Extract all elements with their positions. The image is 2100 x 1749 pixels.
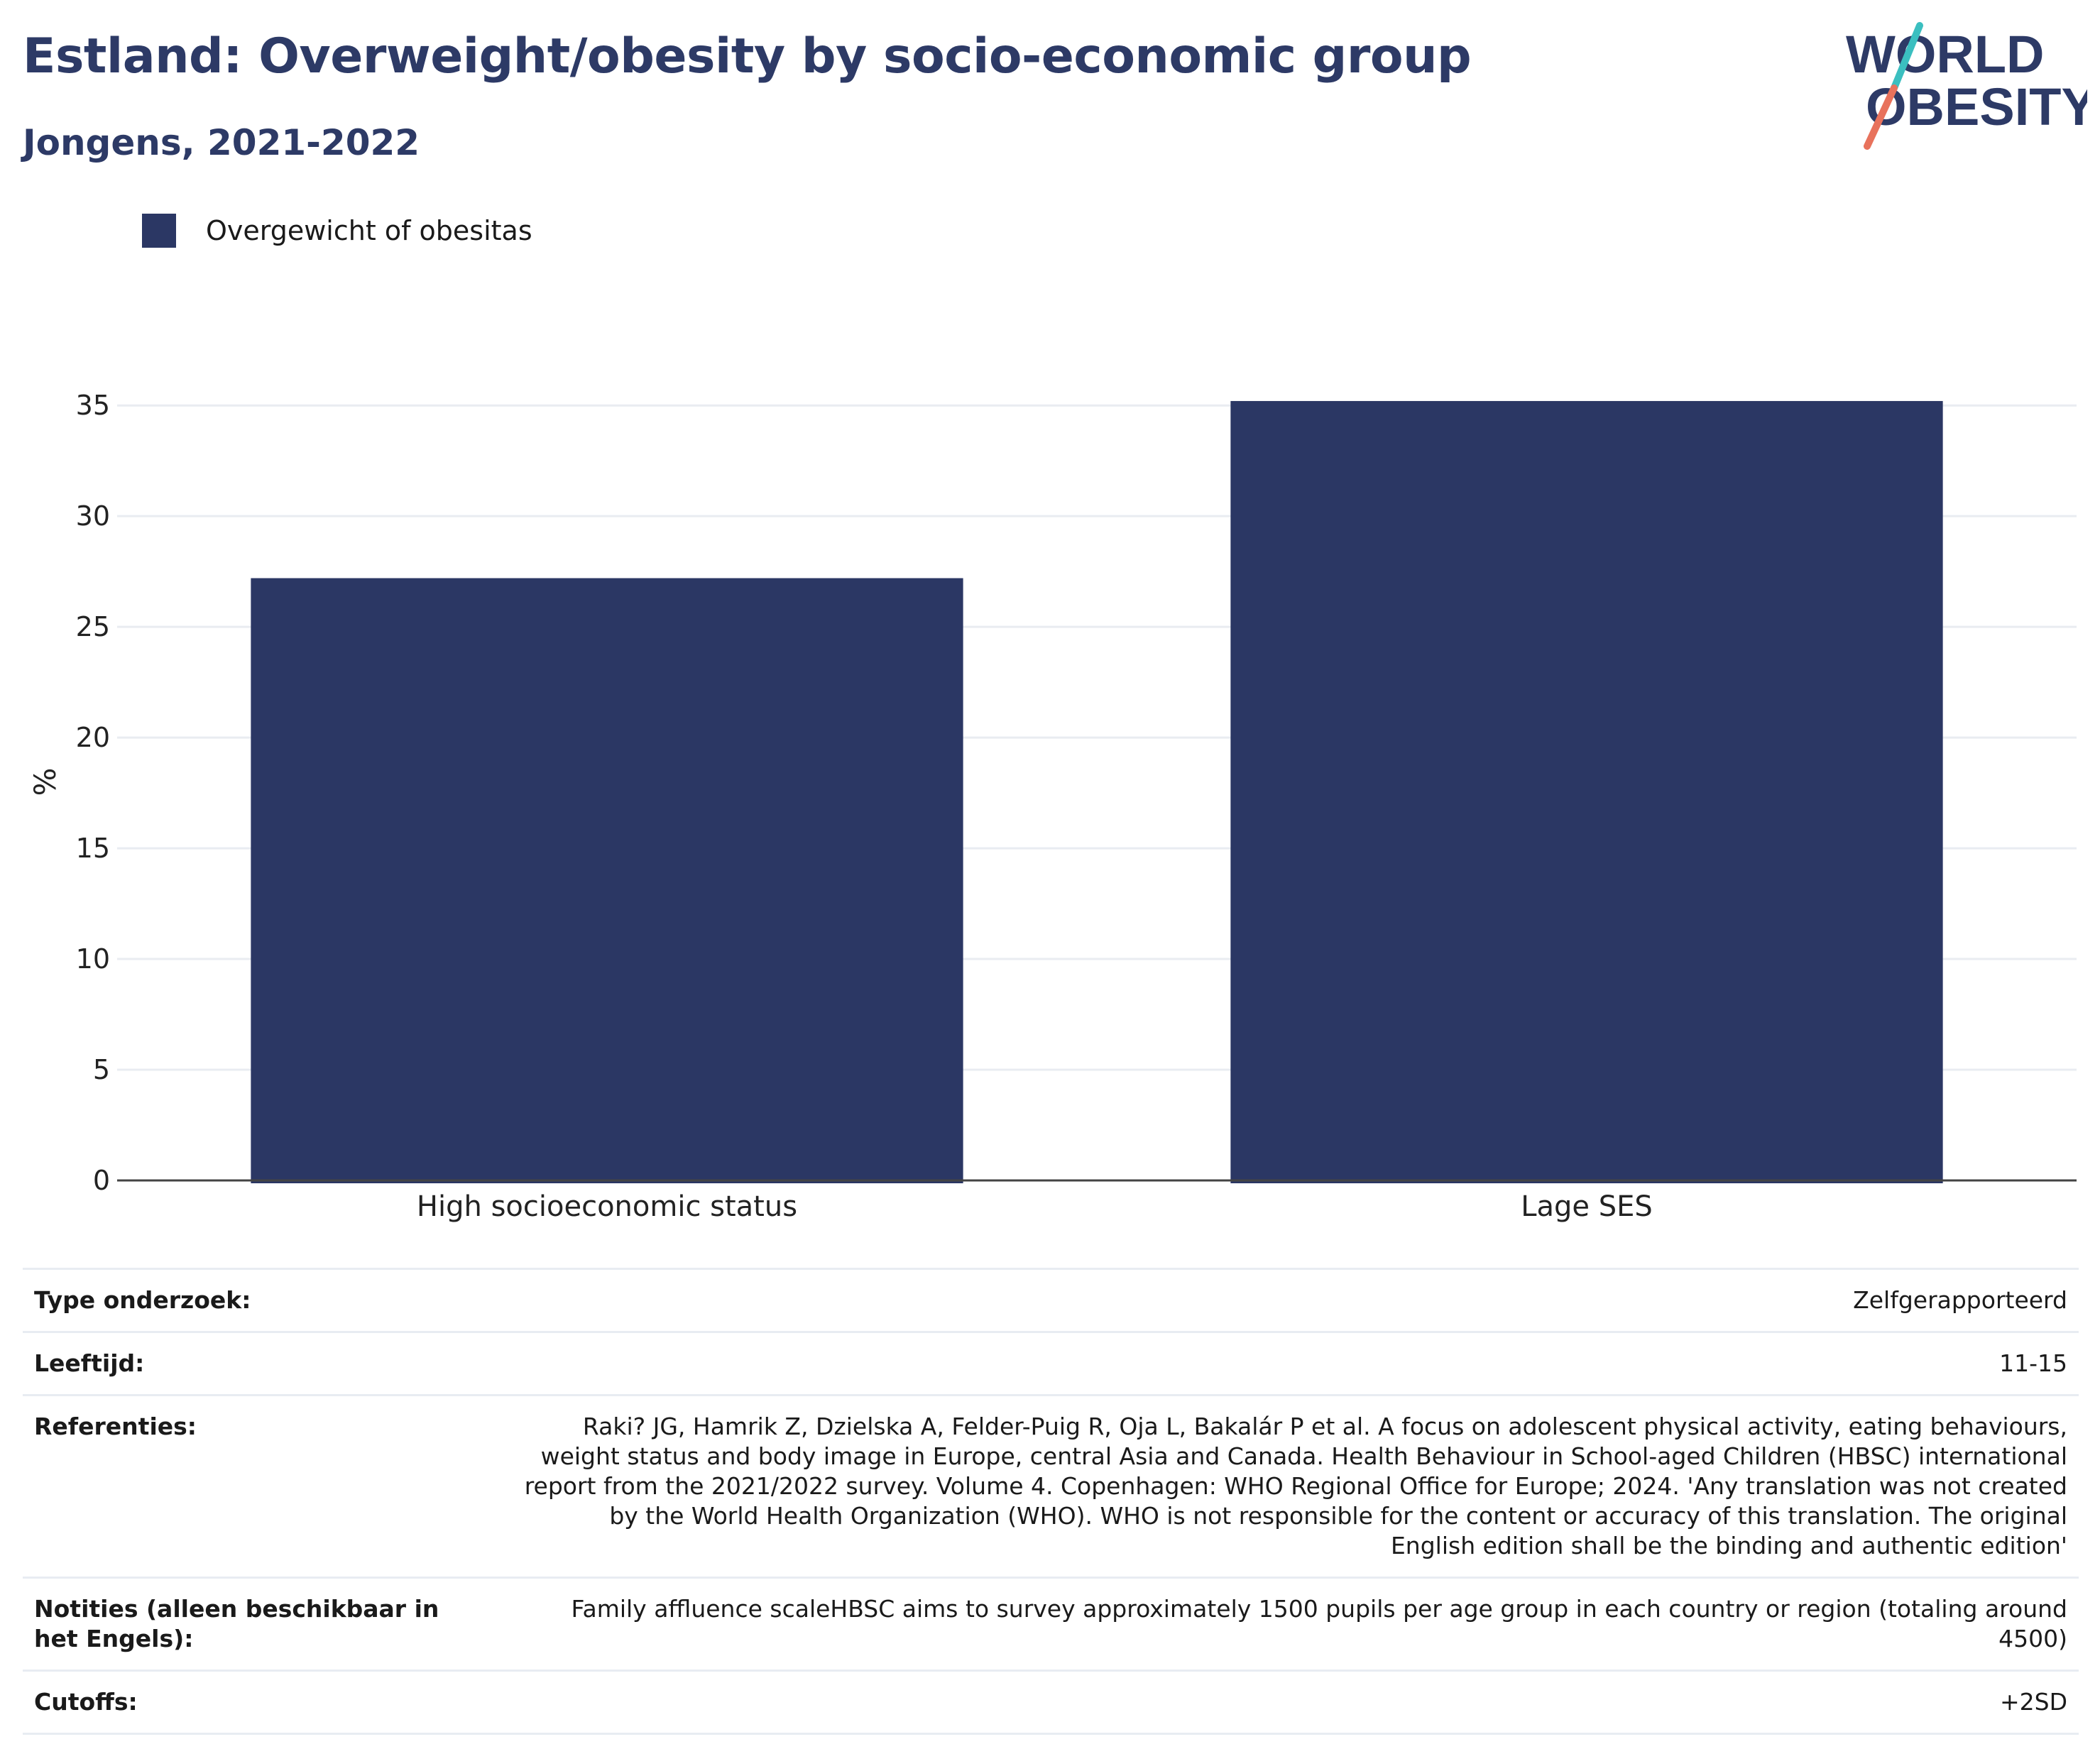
y-tick-label: 30 bbox=[76, 500, 110, 532]
logo-slash-bottom bbox=[1864, 84, 1898, 150]
y-tick-label: 25 bbox=[76, 611, 110, 642]
axes: 0 5 10 15 20 25 30 35 High socioeconomic status L… bbox=[28, 390, 2077, 1223]
metadata-key: Cutoffs: bbox=[34, 1688, 138, 1716]
x-category-label: High socioeconomic status bbox=[417, 1190, 797, 1223]
bar bbox=[251, 578, 963, 1183]
metadata-key: Type onderzoek: bbox=[34, 1286, 251, 1314]
metadata-row: Leeftijd: 11-15 bbox=[23, 1333, 2079, 1396]
metadata-value: 11-15 bbox=[1999, 1349, 2067, 1377]
y-tick-label: 5 bbox=[93, 1054, 110, 1085]
chart-subtitle: Jongens, 2021-2022 bbox=[23, 122, 420, 163]
y-tick-label: 20 bbox=[76, 722, 110, 753]
metadata-key: Referenties: bbox=[34, 1413, 197, 1440]
y-tick-label: 35 bbox=[76, 390, 110, 421]
metadata-table: Type onderzoek: Zelfgerapporteerd Leeftijd… bbox=[23, 1268, 2079, 1735]
world-obesity-logo: WORLD OBESITY bbox=[1846, 22, 2087, 150]
bars bbox=[251, 400, 1943, 1183]
y-tick-label: 0 bbox=[93, 1165, 110, 1196]
metadata-row: Notities (alleen beschikbaar in het Enge… bbox=[23, 1579, 2079, 1672]
metadata-value: Raki? JG, Hamrik Z, Dzielska A, Felder-P… bbox=[524, 1413, 2067, 1559]
logo-line1: WORLD bbox=[1846, 25, 2045, 84]
y-tick-label: 10 bbox=[76, 943, 110, 975]
metadata-key: Notities (alleen beschikbaar in het Enge… bbox=[34, 1595, 439, 1652]
legend-label: Overgewicht of obesitas bbox=[206, 215, 532, 246]
chart-legend[interactable]: Overgewicht of obesitas bbox=[142, 213, 532, 248]
x-category-label: Lage SES bbox=[1521, 1190, 1653, 1223]
metadata-value: +2SD bbox=[1999, 1688, 2067, 1716]
legend-swatch bbox=[142, 214, 176, 248]
metadata-row: Type onderzoek: Zelfgerapporteerd bbox=[23, 1270, 2079, 1333]
bar-chart: 0 5 10 15 20 25 30 35 High socioeconomic status L… bbox=[28, 390, 2077, 1223]
metadata-value: Zelfgerapporteerd bbox=[1853, 1286, 2067, 1314]
chart-title: Estland: Overweight/obesity by socio-eco… bbox=[23, 28, 1472, 84]
logo-slash-top bbox=[1891, 22, 1923, 92]
bar bbox=[1230, 400, 1943, 1183]
logo-line2: OBESITY bbox=[1866, 77, 2087, 136]
metadata-row: Referenties: Raki? JG, Hamrik Z, Dzielska… bbox=[23, 1396, 2079, 1579]
metadata-key: Leeftijd: bbox=[34, 1349, 145, 1377]
metadata-value: Family affluence scaleHBSC aims to surve… bbox=[571, 1595, 2067, 1652]
y-tick-label: 15 bbox=[76, 833, 110, 864]
y-axis-title: % bbox=[28, 768, 62, 796]
metadata-row: Cutoffs: +2SD bbox=[23, 1672, 2079, 1735]
